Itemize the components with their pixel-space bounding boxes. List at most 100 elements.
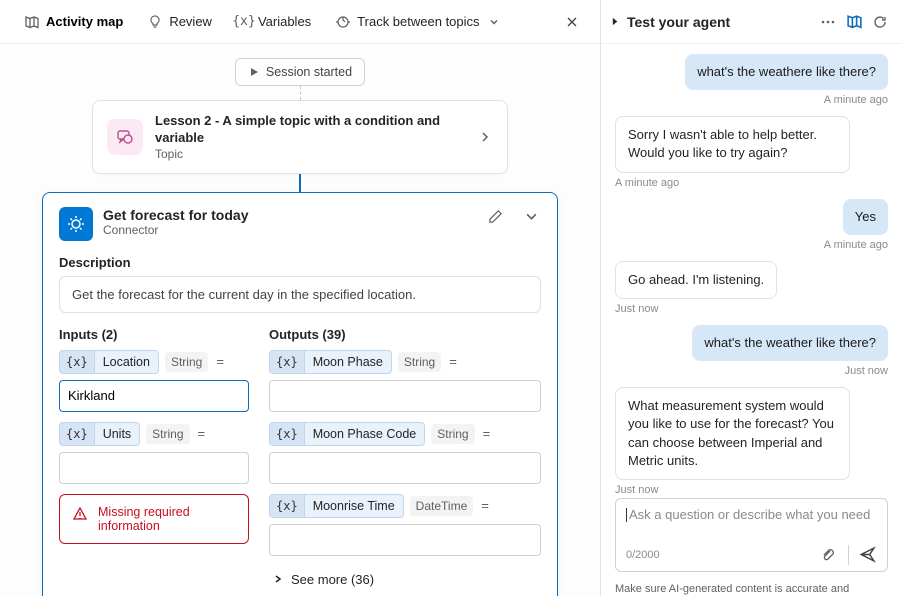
topic-subtitle: Topic <box>155 147 467 161</box>
divider <box>848 545 849 565</box>
input-value-location[interactable] <box>59 380 249 412</box>
outputs-heading: Outputs (39) <box>269 327 541 342</box>
equals: = <box>481 426 493 441</box>
tab-review-label: Review <box>169 14 212 29</box>
equals: = <box>196 426 208 441</box>
more-button[interactable] <box>818 12 838 32</box>
chat-timestamp: Just now <box>615 484 658 496</box>
map-toggle-button[interactable] <box>844 12 864 32</box>
char-counter: 0/2000 <box>626 549 660 561</box>
output-type: String <box>431 424 474 444</box>
chevron-right-icon <box>273 574 285 584</box>
output-name: Moon Phase <box>304 350 392 374</box>
toolbar: Activity map Review {x} Variables Track … <box>0 0 600 44</box>
map-icon <box>24 14 40 30</box>
disclaimer-text: Make sure AI-generated content is accura… <box>601 578 902 596</box>
session-start-label: Session started <box>266 65 352 79</box>
test-panel-title: Test your agent <box>627 14 730 30</box>
output-value[interactable] <box>269 524 541 556</box>
output-param: {x} Moon Phase String = <box>269 350 541 374</box>
variables-icon: {x} <box>236 14 252 30</box>
left-pane: Activity map Review {x} Variables Track … <box>0 0 601 596</box>
chat-message-bot: What measurement system would you like t… <box>615 387 850 480</box>
connector-line <box>300 86 301 100</box>
tab-activity-map[interactable]: Activity map <box>14 8 133 36</box>
refresh-button[interactable] <box>870 12 890 32</box>
output-name: Moonrise Time <box>304 494 404 518</box>
input-name: Location <box>94 350 159 374</box>
chat-timestamp: Just now <box>615 303 658 315</box>
inputs-column: Inputs (2) {x} Location String = <box>59 327 249 587</box>
description-label: Description <box>59 255 541 270</box>
output-type: String <box>398 352 441 372</box>
expand-button[interactable] <box>521 207 541 227</box>
see-more-label: See more (36) <box>291 572 374 587</box>
inputs-heading: Inputs (2) <box>59 327 249 342</box>
chat-timestamp: A minute ago <box>824 239 888 251</box>
equals: = <box>479 498 491 513</box>
chat-timestamp: A minute ago <box>824 94 888 106</box>
tab-variables[interactable]: {x} Variables <box>226 8 321 36</box>
input-value-units[interactable] <box>59 452 249 484</box>
test-panel: Test your agent what's the weathere like… <box>601 0 902 596</box>
output-name: Moon Phase Code <box>304 422 426 446</box>
edit-button[interactable] <box>485 207 505 227</box>
topic-title: Lesson 2 - A simple topic with a conditi… <box>155 113 467 147</box>
chat-message-bot: Go ahead. I'm listening. <box>615 261 777 299</box>
track-icon <box>335 14 351 30</box>
chat-message-user: what's the weather like there? <box>692 325 888 361</box>
connector-line <box>299 174 301 192</box>
weather-icon <box>59 207 93 241</box>
input-type: String <box>146 424 189 444</box>
output-param: {x} Moonrise Time DateTime = <box>269 494 541 518</box>
play-icon <box>248 66 260 78</box>
send-button[interactable] <box>857 545 877 565</box>
test-panel-header: Test your agent <box>601 0 902 44</box>
output-value[interactable] <box>269 380 541 412</box>
tab-review[interactable]: Review <box>137 8 222 36</box>
lightbulb-icon <box>147 14 163 30</box>
tab-track-label: Track between topics <box>357 14 479 29</box>
canvas[interactable]: Session started Lesson 2 - A simple topi… <box>0 44 600 596</box>
outputs-column: Outputs (39) {x} Moon Phase String = <box>269 327 541 587</box>
var-icon: {x} <box>59 350 94 374</box>
chat-input[interactable]: Ask a question or describe what you need… <box>615 498 888 572</box>
equals: = <box>214 354 226 369</box>
chevron-down-icon <box>486 14 502 30</box>
warning-icon <box>72 506 88 522</box>
input-name: Units <box>94 422 140 446</box>
session-start-pill: Session started <box>235 58 365 86</box>
chat-message-bot: Sorry I wasn't able to help better. Woul… <box>615 116 850 172</box>
input-param-location: {x} Location String = <box>59 350 249 374</box>
var-icon: {x} <box>269 422 304 446</box>
chat-message-user: Yes <box>843 199 888 235</box>
var-icon: {x} <box>59 422 94 446</box>
output-param: {x} Moon Phase Code String = <box>269 422 541 446</box>
var-icon: {x} <box>269 350 304 374</box>
error-box: Missing required information <box>59 494 249 544</box>
tab-activity-map-label: Activity map <box>46 14 123 29</box>
tab-variables-label: Variables <box>258 14 311 29</box>
connector-node: Get forecast for today Connector Descrip… <box>42 192 558 596</box>
chat-timestamp: A minute ago <box>615 177 679 189</box>
chevron-right-icon[interactable] <box>611 17 621 26</box>
chat-timestamp: Just now <box>845 365 888 377</box>
topic-card[interactable]: Lesson 2 - A simple topic with a conditi… <box>92 100 508 174</box>
topic-icon <box>107 119 143 155</box>
attach-button[interactable] <box>818 545 838 565</box>
var-icon: {x} <box>269 494 304 518</box>
input-type: String <box>165 352 208 372</box>
description-box: Get the forecast for the current day in … <box>59 276 541 313</box>
output-type: DateTime <box>410 496 474 516</box>
see-more-button[interactable]: See more (36) <box>269 572 541 587</box>
node-subtitle: Connector <box>103 223 248 237</box>
chevron-right-icon <box>479 131 493 143</box>
output-value[interactable] <box>269 452 541 484</box>
chat-area[interactable]: what's the weathere like there? A minute… <box>601 44 902 498</box>
error-text: Missing required information <box>98 505 236 533</box>
tab-track[interactable]: Track between topics <box>325 8 511 36</box>
equals: = <box>447 354 459 369</box>
close-button[interactable] <box>558 8 586 36</box>
chat-input-placeholder: Ask a question or describe what you need <box>626 507 877 537</box>
node-title: Get forecast for today <box>103 207 248 223</box>
